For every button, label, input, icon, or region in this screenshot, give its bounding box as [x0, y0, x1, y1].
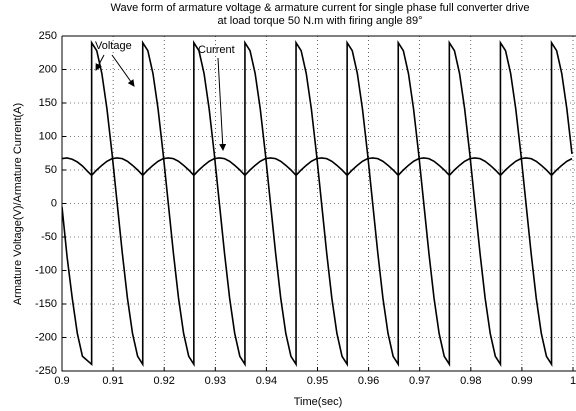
y-tick-label: -50: [41, 231, 57, 243]
x-tick-label: 0.93: [205, 375, 226, 387]
x-tick-label: 0.91: [102, 375, 123, 387]
y-axis-label: Armature Voltage(V)/Armature Current(A): [12, 103, 24, 305]
y-tick-label: -200: [35, 331, 57, 343]
plot-lines: [62, 39, 573, 368]
x-tick-label: 0.95: [307, 375, 328, 387]
x-tick-label: 0.97: [409, 375, 430, 387]
annotation: Current: [198, 44, 235, 56]
y-tick-label: 50: [45, 164, 57, 176]
y-tick-label: 150: [39, 97, 57, 109]
x-tick-label: 0.94: [256, 375, 277, 387]
x-tick-label: 0.98: [460, 375, 481, 387]
x-tick-label: 0.9: [54, 375, 69, 387]
y-tick-label: 100: [39, 130, 57, 142]
y-tick-label: -150: [35, 298, 57, 310]
y-tick-label: -250: [35, 365, 57, 377]
y-tick-label: 250: [39, 30, 57, 42]
chart-title: Wave form of armature voltage & armature…: [111, 2, 530, 14]
x-tick-label: 1: [570, 375, 576, 387]
chart-subtitle: at load torque 50 N.m with firing angle …: [218, 15, 423, 27]
x-tick-label: 0.96: [358, 375, 379, 387]
annotation-arrow: [217, 57, 227, 151]
x-tick-label: 0.92: [153, 375, 174, 387]
x-axis-label: Time(sec): [294, 396, 342, 408]
series-line: [62, 157, 573, 177]
axes-box: [61, 35, 576, 372]
annotation-arrow: [111, 54, 135, 87]
y-tick-label: 0: [51, 197, 57, 209]
annotation: Voltage: [95, 40, 132, 52]
y-tick-label: 200: [39, 63, 57, 75]
annotation-arrow: [95, 54, 105, 71]
series-line: [62, 39, 573, 368]
x-tick-label: 0.99: [511, 375, 532, 387]
y-tick-label: -100: [35, 264, 57, 276]
